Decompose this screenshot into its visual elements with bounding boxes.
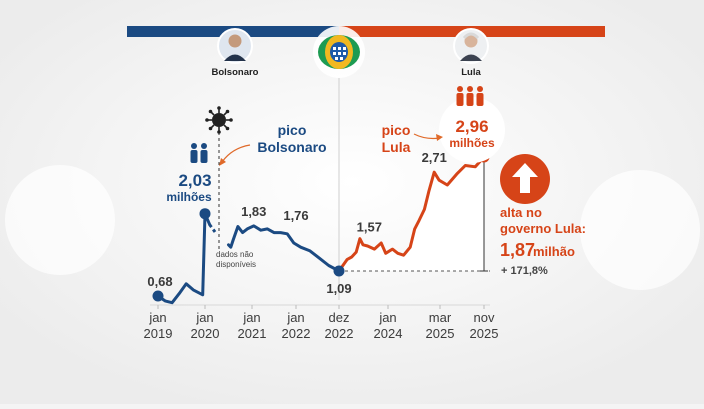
watermark-shapes (5, 165, 700, 290)
series-line-lula (337, 155, 486, 273)
alta-unit: milhão (533, 244, 575, 259)
x-tick-label-line1: jan (286, 310, 304, 325)
marker-1-09 (333, 265, 345, 277)
x-tick-label-line1: nov (474, 310, 495, 325)
dados-label-1: dados não (216, 250, 254, 259)
series-gap-bolsonaro (208, 223, 219, 236)
pico-bolsonaro-label-1: pico (278, 122, 307, 138)
x-tick-label-line2: 2022 (325, 326, 354, 341)
arrow-up-icon (500, 154, 550, 204)
data-labels-layer: 0,68 1,83 1,76 1,09 1,57 2,71 (147, 150, 447, 296)
inss-logo-icon (313, 26, 365, 78)
series-line-bolsonaro (156, 212, 212, 305)
pico-lula-unit: milhões (449, 136, 495, 150)
pico-bolsonaro-unit: milhões (166, 190, 212, 204)
x-tick-label-line2: 2022 (282, 326, 311, 341)
pico-lula-value: 2,96 (455, 117, 488, 136)
alta-label-1: alta no (500, 205, 542, 220)
x-tick-label-line1: jan (242, 310, 260, 325)
data-label: 2,71 (422, 150, 447, 165)
bolsonaro-name-label: Bolsonaro (212, 67, 259, 78)
x-tick-label-line2: 2020 (191, 326, 220, 341)
pico-lula-label-1: pico (382, 122, 411, 138)
x-tick-label-line1: jan (378, 310, 396, 325)
marker-pico-bolsonaro (199, 208, 211, 220)
data-label: 1,83 (241, 204, 266, 219)
bolsonaro-portrait-icon (217, 28, 253, 64)
x-tick-label-line1: jan (148, 310, 166, 325)
pico-bolsonaro-arrowhead (219, 158, 226, 166)
x-tick-label-line1: mar (429, 310, 452, 325)
lula-name-label: Lula (461, 67, 481, 78)
people-icon-orange (456, 86, 484, 106)
data-label: 1,57 (357, 220, 382, 235)
marker-start (152, 290, 164, 302)
pico-bolsonaro-label-2: Bolsonaro (257, 139, 326, 155)
x-tick-label-line1: jan (195, 310, 213, 325)
x-tick-label-line2: 2025 (470, 326, 499, 341)
people-icon-blue (190, 143, 208, 163)
data-label: 0,68 (147, 274, 172, 289)
alta-label-2: governo Lula: (500, 221, 586, 236)
pico-lula-arrowhead (436, 134, 443, 141)
pico-bolsonaro-arrow (221, 144, 251, 163)
lula-portrait-icon (453, 28, 489, 64)
pico-bolsonaro-value: 2,03 (178, 171, 211, 190)
alta-value: 1,87 (500, 240, 535, 260)
data-label: 1,09 (326, 281, 351, 296)
x-tick-label-line1: dez (329, 310, 350, 325)
x-tick-label-line2: 2021 (238, 326, 267, 341)
series-line-bolsonaro-2 (227, 224, 341, 273)
x-tick-label-line2: 2025 (426, 326, 455, 341)
virus-icon (205, 106, 233, 134)
x-tick-label-line2: 2019 (144, 326, 173, 341)
pico-lula-label-2: Lula (382, 139, 411, 155)
x-ticks-layer: jan2019jan2020jan2021jan2022dez2022jan20… (144, 305, 499, 341)
dados-label-2: disponíveis (216, 260, 256, 269)
x-tick-label-line2: 2024 (374, 326, 403, 341)
alta-percent: + 171,8% (501, 265, 548, 277)
pico-lula-bubble (439, 97, 505, 163)
data-label: 1,76 (283, 208, 308, 223)
